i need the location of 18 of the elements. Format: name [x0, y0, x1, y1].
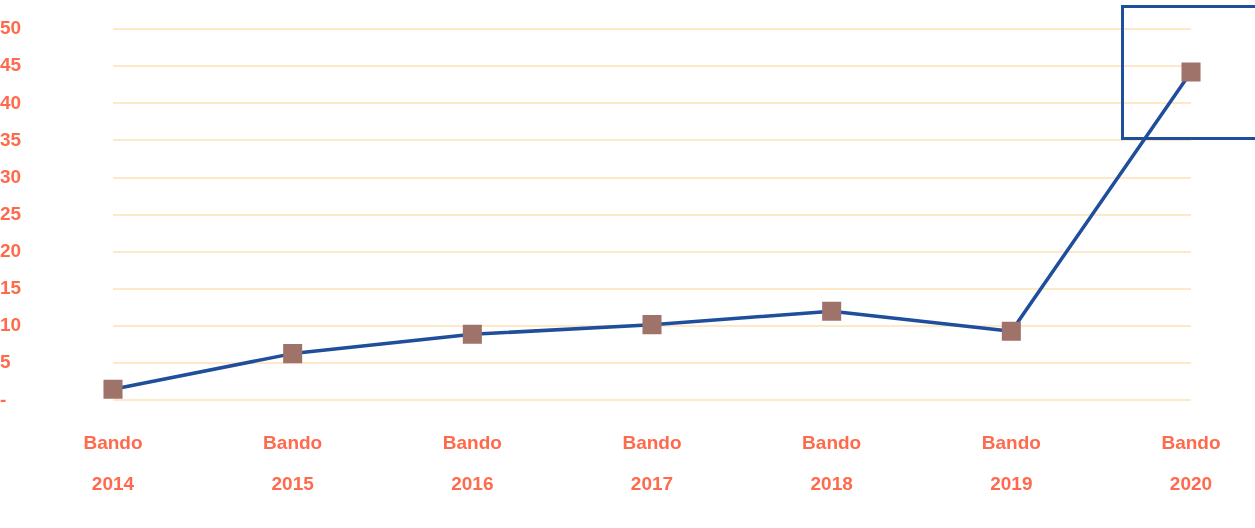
y-tick-label: 10 [0, 314, 22, 336]
y-tick-label: 15 [0, 277, 22, 299]
y-tick-label: 45 [0, 54, 22, 76]
x-tick-label: Bando 2014 [83, 431, 143, 495]
x-tick-label: Bando 2015 [263, 431, 323, 495]
x-tick-label: Bando 2017 [622, 431, 682, 495]
x-tick-label: Bando 2019 [981, 431, 1041, 495]
x-tick-label: Bando 2020 [1161, 431, 1221, 495]
y-tick-label: 35 [0, 128, 22, 150]
y-tick-label: 50 [0, 17, 22, 39]
x-tick-label: Bando 2018 [802, 431, 862, 495]
y-tick-label: 5 [0, 351, 11, 373]
x-tick-label: Bando 2016 [442, 431, 502, 495]
y-tick-label: - [0, 388, 7, 410]
y-tick-label: 40 [0, 91, 22, 113]
y-tick-label: 25 [0, 202, 22, 224]
y-tick-label: 20 [0, 240, 22, 262]
y-tick-label: 30 [0, 165, 22, 187]
